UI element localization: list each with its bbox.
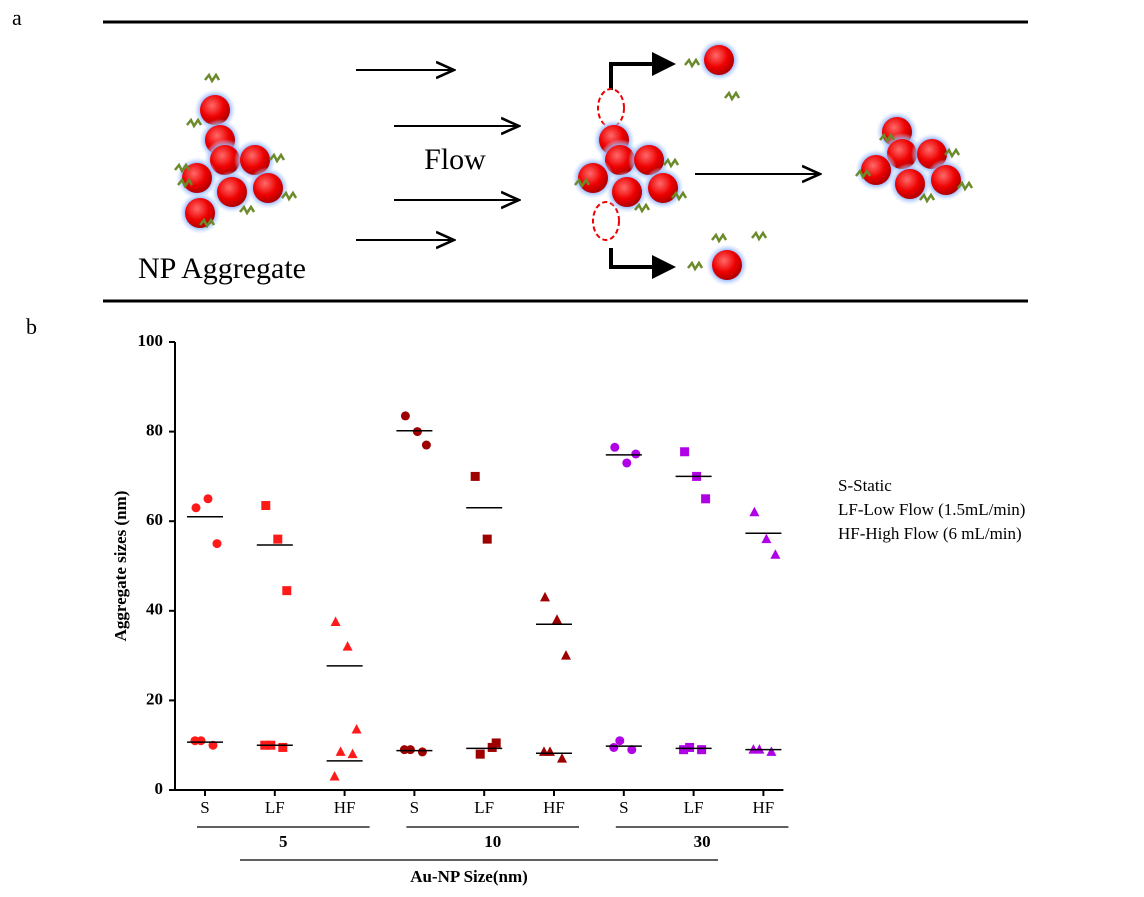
legend-note: HF-High Flow (6 mL/min) bbox=[838, 524, 1022, 543]
aggregate-label: NP Aggregate bbox=[138, 252, 306, 285]
x-tick-label: S bbox=[410, 798, 419, 817]
group-label: 5 bbox=[279, 832, 288, 851]
x-tick-label: HF bbox=[543, 798, 565, 817]
data-point bbox=[212, 539, 222, 549]
data-point bbox=[770, 549, 781, 559]
data-point bbox=[330, 616, 341, 626]
data-point bbox=[273, 534, 283, 544]
x-axis-label: Au-NP Size(nm) bbox=[410, 867, 528, 886]
data-point bbox=[609, 742, 619, 752]
data-point bbox=[278, 742, 288, 752]
data-point bbox=[610, 442, 620, 452]
data-point bbox=[261, 501, 271, 511]
panel-label: b bbox=[26, 314, 37, 339]
data-point bbox=[487, 742, 497, 752]
x-tick-label: HF bbox=[334, 798, 356, 817]
data-point bbox=[482, 534, 492, 544]
data-point bbox=[557, 753, 567, 763]
data-point bbox=[412, 427, 422, 437]
x-tick-label: HF bbox=[753, 798, 775, 817]
data-point bbox=[766, 746, 777, 756]
data-point bbox=[475, 749, 485, 759]
data-point bbox=[335, 746, 346, 756]
data-point bbox=[685, 742, 695, 752]
data-point bbox=[329, 771, 340, 781]
x-tick-label: S bbox=[200, 798, 209, 817]
data-point bbox=[697, 745, 707, 755]
x-tick-label: LF bbox=[684, 798, 704, 817]
data-point bbox=[749, 506, 760, 517]
y-tick-label: 80 bbox=[146, 421, 163, 440]
data-point bbox=[190, 736, 200, 746]
data-point bbox=[552, 614, 562, 624]
data-point bbox=[761, 533, 772, 544]
data-point bbox=[203, 494, 213, 504]
data-point bbox=[191, 503, 201, 513]
data-point bbox=[622, 458, 632, 468]
chart: Aggregate sizes (nm) Au-NP Size(nm) 0 20 4… bbox=[111, 331, 1026, 886]
data-point bbox=[400, 411, 410, 421]
data-point bbox=[342, 641, 353, 651]
y-tick-label: 0 bbox=[155, 779, 164, 798]
data-point bbox=[540, 591, 550, 602]
data-point bbox=[615, 736, 625, 746]
group-label: 30 bbox=[694, 832, 711, 851]
group-label: 10 bbox=[484, 832, 501, 851]
data-point bbox=[417, 747, 427, 757]
data-point bbox=[399, 745, 409, 755]
data-point bbox=[631, 449, 641, 459]
data-point bbox=[282, 586, 292, 596]
flow-diagram: Flow NP Aggregate bbox=[103, 20, 1028, 303]
legend-note: S-Static bbox=[838, 476, 892, 495]
y-axis-label: Aggregate sizes (nm) bbox=[111, 491, 130, 642]
legend-note: LF-Low Flow (1.5mL/min) bbox=[838, 500, 1025, 519]
data-point bbox=[470, 471, 480, 481]
y-tick-label: 60 bbox=[146, 510, 163, 529]
y-tick-label: 100 bbox=[138, 331, 164, 350]
panel-label: a bbox=[12, 5, 22, 30]
x-tick-label: LF bbox=[474, 798, 494, 817]
data-point bbox=[208, 740, 218, 750]
data-point bbox=[679, 745, 689, 755]
x-tick-label: S bbox=[619, 798, 628, 817]
data-point bbox=[680, 447, 690, 457]
data-point bbox=[627, 745, 637, 755]
y-tick-label: 20 bbox=[146, 689, 163, 708]
data-point bbox=[351, 724, 362, 734]
data-point bbox=[561, 650, 571, 660]
data-point bbox=[421, 440, 431, 450]
y-tick-label: 40 bbox=[146, 600, 163, 619]
data-point bbox=[347, 748, 358, 759]
x-tick-label: LF bbox=[265, 798, 285, 817]
data-point bbox=[701, 494, 711, 504]
flow-label: Flow bbox=[424, 143, 486, 176]
